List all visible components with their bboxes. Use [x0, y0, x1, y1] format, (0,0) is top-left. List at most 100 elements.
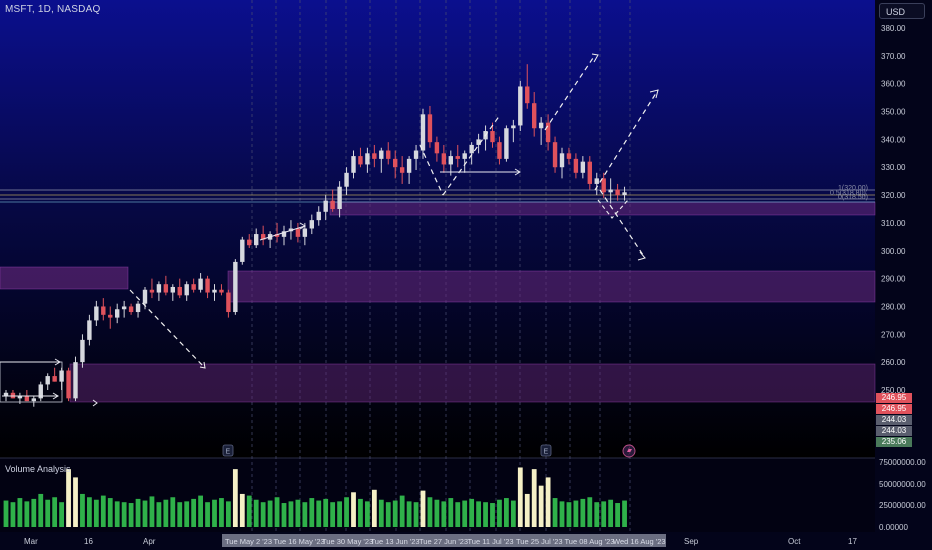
- volume-bar: [281, 503, 287, 527]
- price-axis-label: 260.00: [881, 358, 906, 367]
- volume-bar: [45, 499, 51, 527]
- volume-bar: [260, 502, 266, 527]
- volume-bar: [100, 495, 106, 527]
- candle-body: [525, 86, 530, 104]
- volume-bar: [434, 499, 440, 527]
- candle-body: [511, 125, 516, 129]
- earnings-icon: [540, 444, 552, 457]
- currency-selector[interactable]: USD: [879, 3, 925, 19]
- candle-body: [184, 284, 189, 296]
- volume-bar: [316, 500, 322, 527]
- arrow-head: [637, 251, 646, 261]
- candle-body: [87, 320, 92, 340]
- arrow-head: [649, 89, 659, 99]
- price-axis-label: 380.00: [881, 24, 906, 33]
- candle-body: [504, 128, 509, 159]
- candle-body: [455, 156, 460, 159]
- volume-bar: [149, 496, 155, 527]
- candle-body: [615, 189, 620, 196]
- time-axis-label: 17: [848, 537, 857, 546]
- time-range-highlight: [222, 534, 666, 547]
- fib-label: 0(318.50): [838, 194, 868, 201]
- candle-body: [170, 286, 175, 293]
- candle-body: [587, 161, 592, 184]
- candle-body: [386, 150, 391, 159]
- time-range-label: Tue May 2 '23: [225, 537, 272, 546]
- time-axis[interactable]: Mar 16 Apr Sep Oct 17 Tue May 2 '23 Tue 16 May …: [24, 534, 857, 547]
- candle-body: [552, 142, 558, 168]
- price-axis-label: 370.00: [881, 52, 906, 61]
- price-axis-label: 270.00: [881, 330, 906, 339]
- candle-body: [337, 186, 342, 209]
- candle-body: [566, 153, 572, 159]
- volume-bar: [531, 469, 537, 527]
- zone-box: [227, 270, 876, 303]
- volume-bar: [267, 500, 273, 527]
- volume-axis-label: 0.00000: [879, 523, 908, 532]
- candle-body: [121, 306, 127, 310]
- volume-bar: [455, 502, 461, 527]
- candle-body: [247, 239, 252, 246]
- volume-bar: [504, 498, 509, 527]
- volume-bar: [226, 501, 231, 527]
- candle-body: [163, 284, 169, 293]
- candle-body: [52, 376, 57, 382]
- volume-bar: [351, 492, 356, 527]
- volume-axis-label: 50000000.00: [879, 480, 926, 489]
- volume-bar: [107, 498, 113, 527]
- volume-bar: [594, 502, 600, 527]
- volume-bar: [615, 503, 620, 527]
- trend-arrow: [259, 225, 306, 241]
- main-pane-background: [0, 0, 875, 458]
- candle-body: [344, 172, 349, 187]
- volume-bar: [191, 498, 197, 527]
- volume-bar: [274, 497, 280, 527]
- projection-line: [544, 54, 596, 131]
- candle-body: [365, 153, 370, 165]
- volume-bar: [184, 501, 190, 527]
- candle-body: [302, 228, 308, 237]
- candle-body: [330, 200, 335, 209]
- volume-bar: [52, 497, 58, 527]
- volume-bar: [17, 498, 23, 527]
- candle-body: [434, 142, 440, 154]
- volume-axis-label: 75000000.00: [879, 458, 926, 467]
- candle-body: [573, 158, 579, 173]
- volume-bar: [24, 501, 30, 527]
- volume-bar: [135, 498, 141, 527]
- volume-bar: [552, 498, 558, 527]
- volume-indicator-title[interactable]: Volume Analysis: [5, 464, 71, 474]
- candle-body: [101, 306, 106, 315]
- supply-demand-zones: [0, 201, 876, 403]
- price-axis-label: 280.00: [881, 302, 906, 311]
- arrow-head: [199, 361, 206, 369]
- volume-bar: [358, 498, 363, 527]
- candle-body: [532, 103, 537, 129]
- candle-body: [608, 189, 613, 193]
- earnings-icon: E: [544, 449, 549, 456]
- price-axis-label: 330.00: [881, 163, 906, 172]
- volume-bar: [73, 477, 78, 527]
- volume-bar: [93, 499, 99, 527]
- volume-bar: [31, 498, 37, 527]
- candle-body: [191, 284, 196, 290]
- projection-line: [419, 144, 444, 196]
- candle-body: [469, 144, 474, 154]
- arrow-head: [52, 392, 59, 400]
- time-axis-label: 16: [84, 537, 93, 546]
- zone-box: [329, 201, 876, 216]
- price-tag: 235.06: [876, 437, 912, 447]
- price-axis-label: 310.00: [881, 219, 906, 228]
- volume-bar: [170, 497, 176, 527]
- volume-bar: [399, 495, 405, 527]
- candle-body: [149, 289, 155, 293]
- candlestick-series: [3, 64, 627, 407]
- earnings-icon: [222, 444, 234, 457]
- arrow-head: [514, 168, 521, 176]
- candle-body: [476, 139, 481, 145]
- price-axis[interactable]: 380.00 370.00 360.00 350.00 340.00 330.00 320.…: [881, 24, 906, 395]
- symbol-title[interactable]: MSFT, 1D, NASDAQ: [5, 4, 101, 15]
